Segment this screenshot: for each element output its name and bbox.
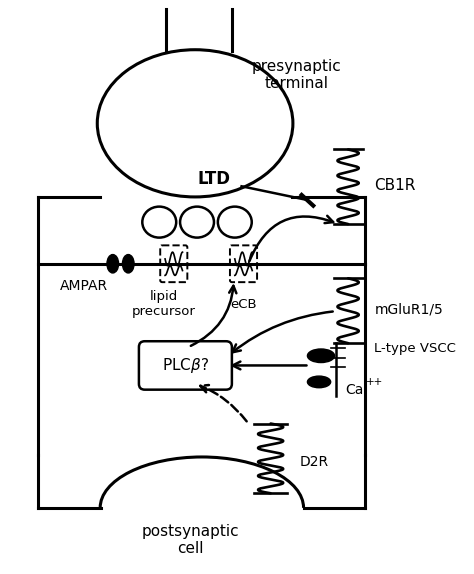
Text: Ca: Ca <box>345 383 364 397</box>
Text: D2R: D2R <box>300 455 329 470</box>
Text: L-type VSCC: L-type VSCC <box>374 342 456 355</box>
Ellipse shape <box>122 254 134 273</box>
Ellipse shape <box>308 376 331 387</box>
Text: AMPAR: AMPAR <box>60 279 108 293</box>
Text: postsynaptic
cell: postsynaptic cell <box>141 523 239 556</box>
Text: mGluR1/5: mGluR1/5 <box>374 302 443 316</box>
Text: eCB: eCB <box>230 298 257 311</box>
Text: PLC$\beta$?: PLC$\beta$? <box>162 356 209 375</box>
Text: presynaptic
terminal: presynaptic terminal <box>252 59 342 91</box>
Ellipse shape <box>308 349 335 363</box>
Ellipse shape <box>107 254 118 273</box>
Text: ++: ++ <box>365 377 383 387</box>
Text: LTD: LTD <box>198 169 231 188</box>
Text: CB1R: CB1R <box>374 178 416 193</box>
Text: lipid
precursor: lipid precursor <box>132 290 196 319</box>
